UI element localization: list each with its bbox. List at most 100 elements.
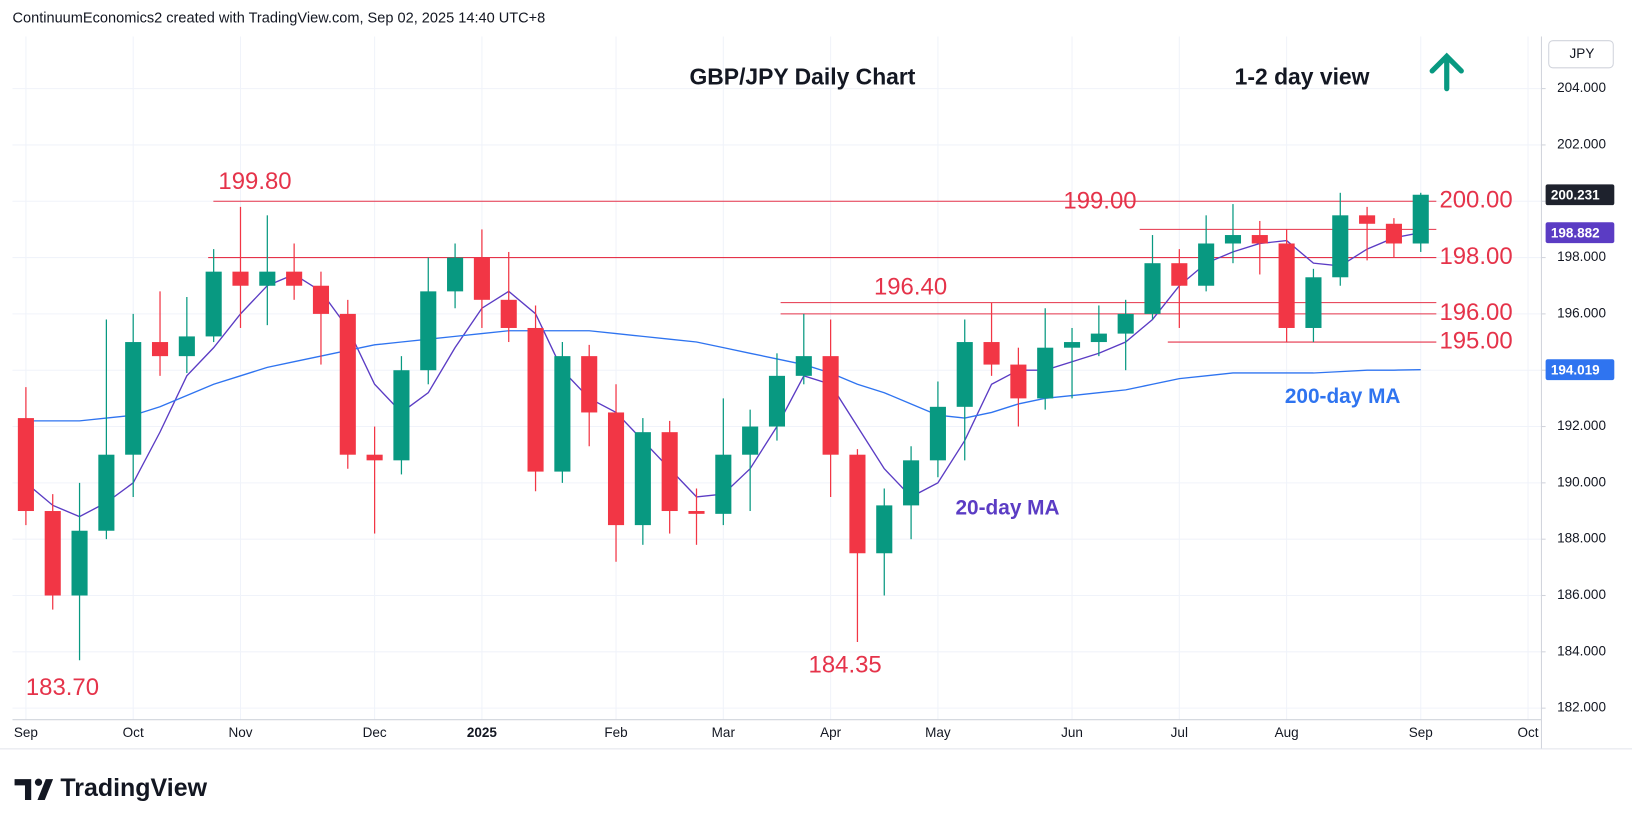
candle-body — [795, 356, 812, 376]
candle-body — [1224, 235, 1242, 244]
y-tick-label: 198.000 — [1557, 249, 1606, 264]
candle-body — [420, 291, 437, 371]
x-tick-label: Jul — [1171, 725, 1188, 740]
currency: JPY — [1570, 46, 1595, 61]
candle-body — [44, 511, 61, 596]
candle-body — [1010, 364, 1027, 399]
y-tick-label: 196.000 — [1557, 305, 1606, 320]
y-tick-label: 186.000 — [1557, 587, 1606, 602]
candle-body — [581, 356, 598, 413]
candle-body — [554, 356, 571, 472]
y-tick-label: 204.000 — [1557, 80, 1606, 95]
x-tick-label: Jun — [1061, 725, 1083, 740]
candle-body — [151, 342, 169, 357]
candle-body — [17, 418, 34, 512]
price-tag — [1545, 184, 1615, 206]
candle-body — [634, 432, 651, 526]
candle-body — [1359, 215, 1376, 224]
candle-body — [1305, 277, 1322, 328]
y-tick-label: 202.000 — [1557, 136, 1606, 151]
y-tick-label: 190.000 — [1557, 474, 1606, 489]
moving-average — [25, 330, 1421, 422]
ma-label: 200-day MA — [1285, 385, 1401, 408]
candle-body — [447, 257, 464, 292]
candle-body — [473, 257, 490, 300]
candle-body — [98, 454, 115, 531]
candle-body — [393, 370, 410, 461]
logo-slash — [37, 779, 54, 801]
x-tick-label: Feb — [604, 725, 627, 740]
x-tick-label: Dec — [363, 725, 387, 740]
x-tick-label: Apr — [820, 725, 842, 740]
candle-body — [125, 342, 142, 455]
candle-body — [956, 342, 973, 407]
x-tick-label: Nov — [228, 725, 252, 740]
logo-mark — [14, 779, 32, 801]
x-tick-label: May — [925, 725, 951, 740]
candle-body — [661, 432, 678, 512]
header: ContinuumEconomics2 created with Trading… — [12, 11, 545, 27]
price-tag-label: 200.231 — [1551, 187, 1600, 202]
candle-body — [929, 406, 946, 461]
price-tag-label: 198.882 — [1551, 225, 1600, 240]
candle-body — [1385, 223, 1402, 244]
chart-title: GBP/JPY Daily Chart — [689, 63, 915, 89]
candle-body — [527, 327, 544, 472]
candle-body — [607, 412, 625, 526]
x-tick-label: Oct — [1518, 725, 1539, 740]
level-label: 199.00 — [1063, 188, 1136, 215]
level-label: 196.40 — [874, 273, 947, 300]
y-tick-label: 188.000 — [1557, 531, 1606, 546]
ma-label: 20-day MA — [955, 496, 1059, 519]
candle-body — [715, 454, 732, 514]
candle-body — [849, 454, 866, 554]
candle-body — [768, 375, 786, 427]
candle-body — [1144, 263, 1161, 314]
x-tick-label: Sep — [1409, 725, 1433, 740]
x-tick-label: Sep — [14, 725, 38, 740]
plot — [17, 192, 1437, 661]
up-arrow — [1429, 52, 1464, 92]
candle-body — [1063, 342, 1081, 348]
candle-body — [876, 505, 893, 554]
brand: TradingView — [60, 774, 207, 802]
level-label: 195.00 — [1439, 327, 1512, 354]
candle-body — [983, 342, 1000, 365]
candle-body — [1090, 333, 1107, 343]
candle-body — [822, 356, 839, 455]
candle-body — [500, 299, 517, 328]
candle-body — [1332, 215, 1349, 278]
extreme-label: 199.80 — [218, 168, 291, 195]
extreme-label: 184.35 — [809, 651, 882, 678]
x-tick-label: 2025 — [467, 725, 498, 740]
candle-body — [1251, 235, 1268, 244]
price-tag-label: 194.019 — [1551, 362, 1600, 377]
candle-body — [1037, 347, 1054, 399]
candle-body — [205, 271, 222, 337]
x-tick-label: Aug — [1275, 725, 1299, 740]
price-tag — [1545, 222, 1615, 244]
brand-logo: TradingView — [14, 774, 208, 802]
candle-body — [1198, 243, 1215, 286]
y-tick-label: 184.000 — [1557, 643, 1606, 658]
candle-body — [312, 285, 330, 314]
y-tick-label: 182.000 — [1557, 700, 1606, 715]
level-label: 198.00 — [1439, 243, 1512, 270]
candle-body — [178, 336, 195, 357]
level-label: 196.00 — [1439, 299, 1512, 326]
extreme-label: 183.70 — [26, 674, 99, 701]
candle-body — [366, 454, 383, 461]
candle-body — [903, 460, 920, 506]
x-tick-label: Mar — [712, 725, 736, 740]
candle-body — [742, 426, 759, 455]
x-tick-label: Oct — [123, 725, 144, 740]
candle-body — [71, 530, 88, 596]
level-label: 200.00 — [1439, 187, 1512, 214]
currency-box[interactable] — [1548, 40, 1614, 69]
candle-body — [1278, 243, 1295, 328]
candle-body — [1171, 263, 1188, 286]
candle-body — [1412, 194, 1429, 244]
